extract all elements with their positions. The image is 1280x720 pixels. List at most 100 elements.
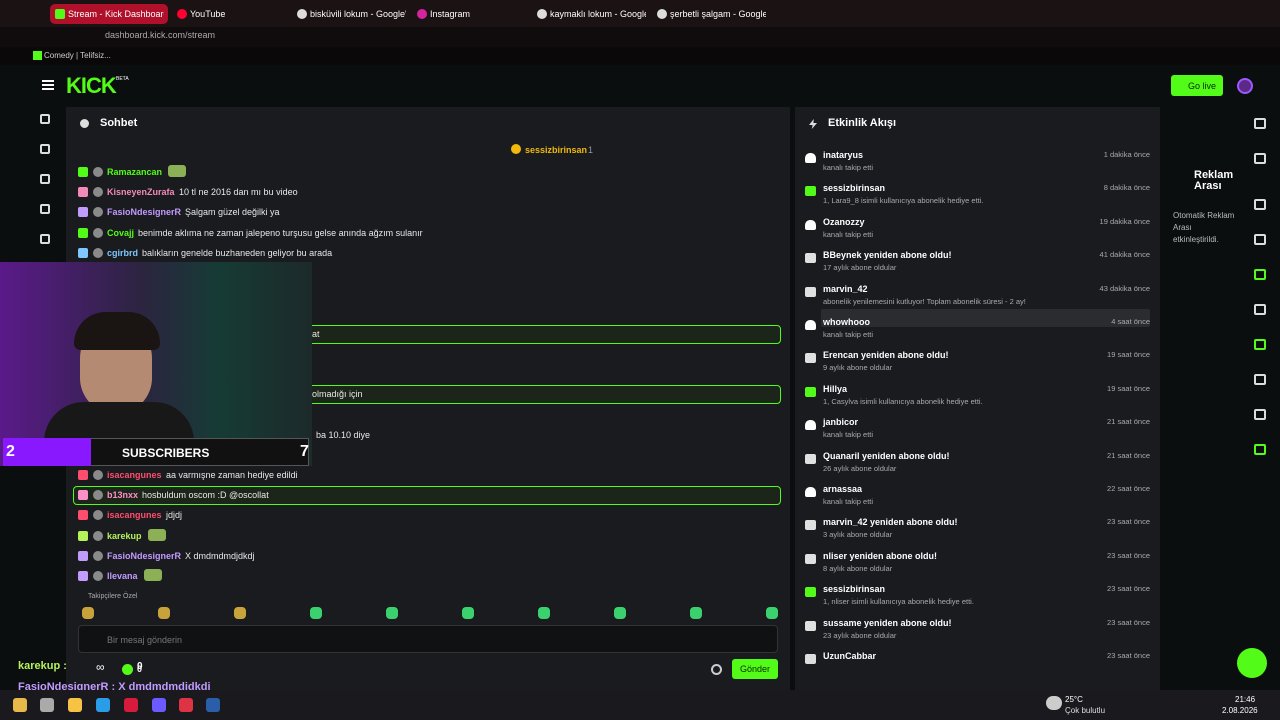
event-name: BBeynek yeniden abone oldu!	[823, 250, 952, 261]
tool-icon[interactable]	[1254, 374, 1266, 385]
taskbar-app[interactable]	[179, 698, 193, 712]
tool-icon[interactable]	[1254, 409, 1266, 420]
emote-pick[interactable]	[614, 607, 626, 619]
event-icon	[805, 386, 816, 397]
tool-icon[interactable]	[1254, 269, 1266, 280]
go-live-label: Go live	[1188, 81, 1217, 91]
emote-pick[interactable]	[158, 607, 170, 619]
events-title: Etkinlik Akışı	[828, 117, 897, 129]
avatar[interactable]	[1237, 78, 1253, 94]
ad-title: Reklam Arası	[1194, 169, 1234, 192]
url[interactable]: dashboard.kick.com/stream	[105, 30, 216, 40]
chat-username[interactable]: cgirbrd	[107, 247, 139, 258]
event-desc: kanalı takip etti	[823, 330, 874, 339]
logo-beta: BETA	[116, 76, 129, 82]
event-icon	[805, 587, 816, 598]
taskbar-app[interactable]	[152, 698, 166, 712]
event-time: 23 saat önce	[1107, 651, 1150, 660]
tool-icon[interactable]	[1254, 199, 1266, 210]
chat-username[interactable]: Ramazancan	[107, 167, 163, 177]
tool-icon[interactable]	[1254, 444, 1266, 455]
emote-pick[interactable]	[690, 607, 702, 619]
event-desc: kanalı takip etti	[823, 163, 874, 172]
nav-icon[interactable]	[40, 144, 50, 154]
tool-icon[interactable]	[1254, 118, 1266, 129]
tab[interactable]: şerbetli şalgam - Google'd	[652, 4, 770, 24]
send-label: Gönder	[740, 664, 771, 674]
emote	[148, 528, 166, 541]
settings-icon[interactable]	[711, 664, 722, 675]
taskbar-app[interactable]	[206, 698, 220, 712]
tab-bar	[0, 0, 1280, 27]
chat-fragment: at	[312, 328, 320, 339]
taskbar-app[interactable]	[68, 698, 82, 712]
chat-username[interactable]: KisneyenZurafa	[107, 187, 175, 198]
chat-username[interactable]: FasioNdesignerR	[107, 207, 182, 218]
help-button[interactable]	[1237, 648, 1267, 678]
event-time: 19 saat önce	[1107, 350, 1150, 360]
emote-pick[interactable]	[234, 607, 246, 619]
event-name: janbicor	[823, 417, 859, 428]
event-name: Quanaril yeniden abone oldu!	[823, 450, 950, 461]
go-live-button[interactable]: Go live	[1171, 75, 1223, 96]
tool-icon[interactable]	[1254, 234, 1266, 245]
taskbar-app[interactable]	[40, 698, 54, 712]
event-time: 41 dakika önce	[1099, 250, 1150, 260]
event-desc: 23 aylık abone oldular	[823, 630, 897, 640]
chat-title: Sohbet	[100, 117, 138, 129]
chat-username[interactable]: FasioNdesignerR	[107, 550, 182, 561]
badge	[93, 510, 103, 521]
chat-text: benimde aklıma ne zaman jalepeno turşusu…	[138, 227, 423, 238]
chat-username[interactable]: isacangunes	[107, 470, 162, 480]
counter: 0	[137, 664, 143, 674]
chat-username[interactable]: Covajj	[107, 227, 135, 238]
highlight-box	[73, 486, 781, 506]
chat-text: aa varmışne zaman hediye edildi	[166, 470, 298, 480]
nav-icon[interactable]	[40, 234, 50, 244]
tab[interactable]: Stream - Kick Dashboard	[50, 4, 168, 24]
badge	[78, 247, 88, 258]
tab[interactable]: kaymaklı lokum - Google'd	[532, 4, 650, 24]
taskbar-app[interactable]	[13, 698, 27, 712]
badge	[93, 550, 103, 561]
nav-icon[interactable]	[40, 204, 50, 214]
tab-icon	[55, 9, 65, 19]
emote-pick[interactable]	[82, 607, 94, 619]
emote-pick[interactable]	[538, 607, 550, 619]
ad-text: Otomatik Reklam Arası etkinleştirildi.	[1173, 211, 1235, 244]
overlay-line: karekup :	[18, 660, 67, 672]
address-bar	[0, 27, 1280, 47]
chat-text: hosbuldum oscom :D @oscollat	[142, 490, 269, 501]
chat-username[interactable]: b13nxx	[107, 490, 139, 501]
tab-icon	[297, 9, 307, 19]
chat-username[interactable]: llevana	[107, 571, 138, 581]
chat-username[interactable]: isacangunes	[107, 510, 162, 521]
event-name: nliser yeniden abone oldu!	[823, 550, 938, 561]
tab[interactable]: bisküvili lokum - Google'd	[292, 4, 410, 24]
send-button[interactable]: Gönder	[732, 659, 778, 679]
taskbar-app[interactable]	[124, 698, 138, 712]
taskbar-app[interactable]	[96, 698, 110, 712]
pinned-count: 1	[588, 145, 594, 155]
tab[interactable]: Instagram	[412, 4, 530, 24]
badge	[93, 167, 103, 177]
emote-pick[interactable]	[386, 607, 398, 619]
chat-input[interactable]: Bir mesaj gönderin	[78, 625, 778, 653]
menu-icon[interactable]	[42, 80, 54, 90]
tool-icon[interactable]	[1254, 304, 1266, 315]
badge	[93, 490, 103, 501]
emote-pick[interactable]	[766, 607, 778, 619]
tool-icon[interactable]	[1254, 339, 1266, 350]
event-desc: kanalı takip etti	[823, 497, 874, 506]
tab-icon	[417, 9, 427, 19]
event-time: 23 saat önce	[1107, 517, 1150, 527]
emote-pick[interactable]	[310, 607, 322, 619]
chat-username[interactable]: karekup	[107, 530, 142, 541]
nav-icon[interactable]	[40, 174, 50, 184]
tool-icon[interactable]	[1254, 153, 1266, 164]
event-time: 21 saat önce	[1107, 417, 1150, 427]
tab[interactable]: YouTube	[172, 4, 290, 24]
emote-pick[interactable]	[462, 607, 474, 619]
nav-icon[interactable]	[40, 114, 50, 124]
bookmark[interactable]: Comedy | Telifsiz...	[44, 51, 111, 60]
